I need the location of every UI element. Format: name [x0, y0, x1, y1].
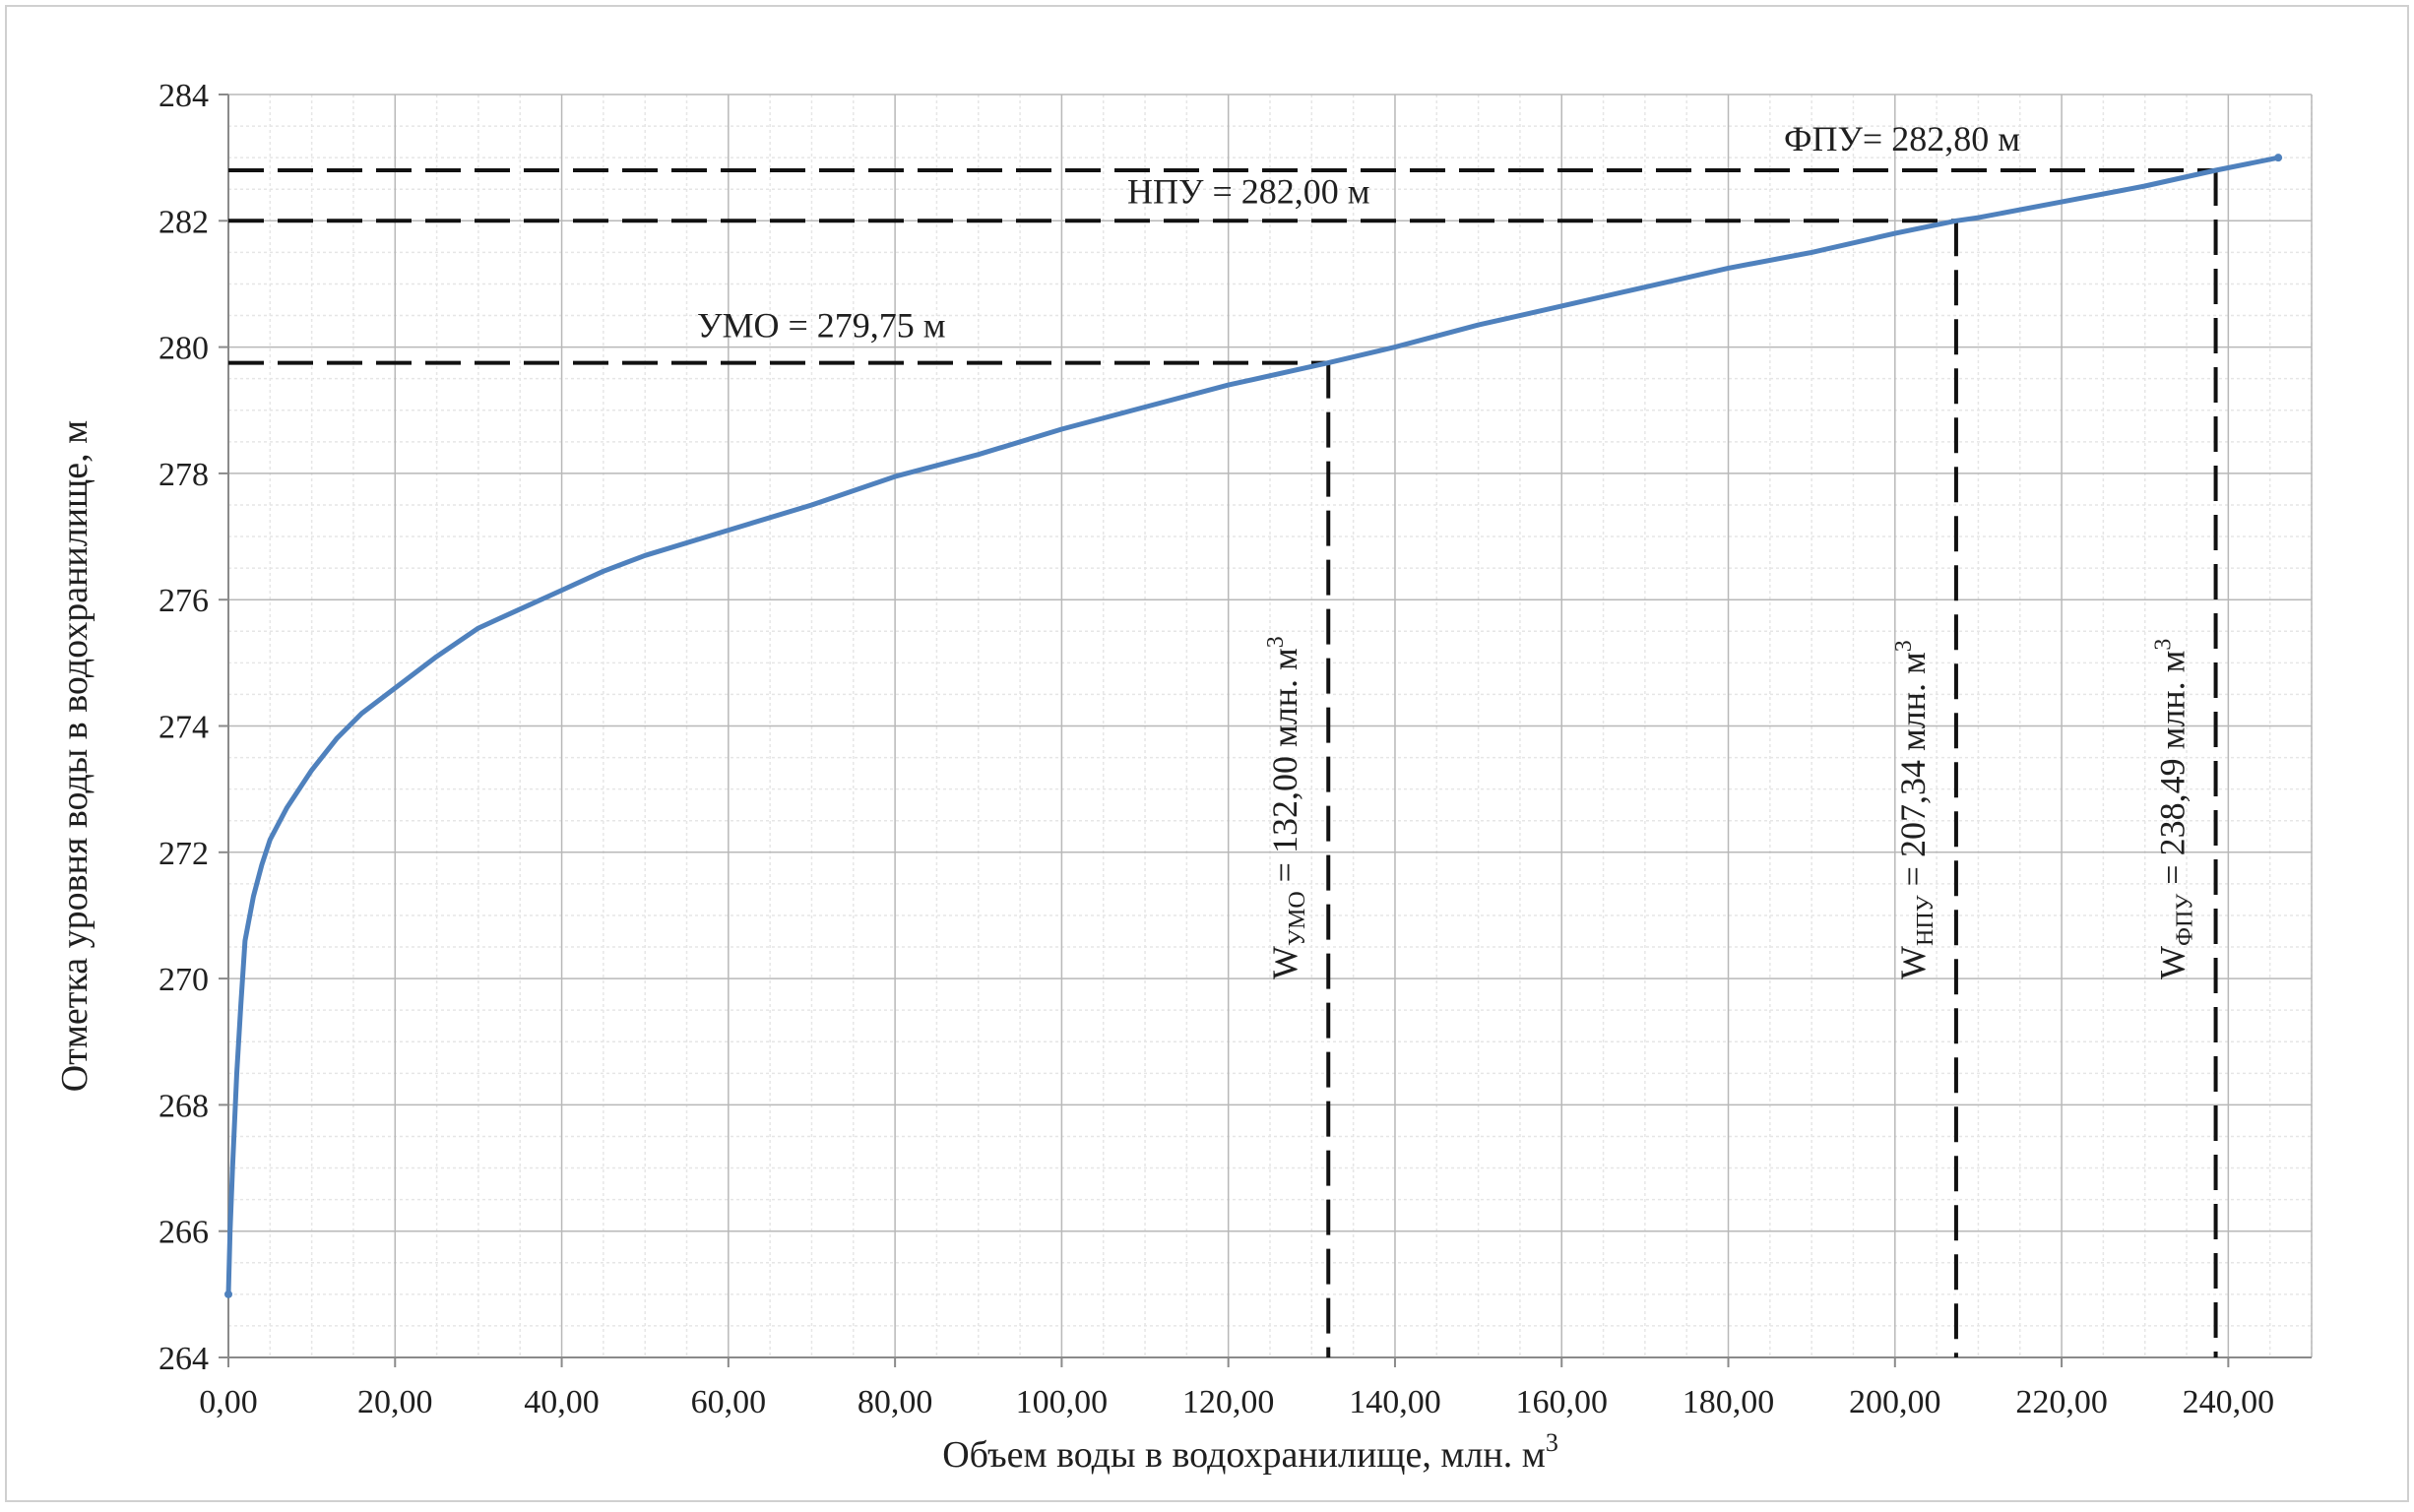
series-line [225, 155, 2281, 1297]
y-tick-label: 268 [159, 1088, 209, 1124]
volume-label-text: = 238,49 млн. м [2153, 651, 2192, 894]
volume-label-sub: УМО [1285, 891, 1310, 946]
y-tick-label: 272 [159, 836, 209, 872]
reference-lines [228, 167, 2218, 1357]
x-tick-label: 0,00 [199, 1384, 258, 1420]
annotation-labels: ФПУ= 282,80 м НПУ = 282,00 м УМО = 279,75 … [697, 119, 2198, 979]
level-label: НПУ = 282,00 м [1127, 171, 1370, 211]
x-tick-label: 120,00 [1182, 1384, 1275, 1420]
volume-label-w: W [1893, 946, 1933, 979]
x-tick-label: 20,00 [357, 1384, 433, 1420]
x-tick-label: 80,00 [858, 1384, 933, 1420]
volume-label-sub: НПУ [1913, 895, 1938, 946]
x-axis-label-text: Объем воды в водохранилище, млн. м [942, 1434, 1546, 1476]
x-axis-label-sup: 3 [1546, 1428, 1558, 1457]
x-tick-label: 100,00 [1016, 1384, 1109, 1420]
level-label: УМО = 279,75 м [697, 306, 946, 346]
x-tick-label: 240,00 [2183, 1384, 2275, 1420]
volume-label-w: W [2153, 946, 2192, 979]
y-tick-label: 280 [159, 331, 209, 367]
y-tick-label: 282 [159, 204, 209, 240]
volume-label-text: = 207,34 млн. м [1893, 652, 1933, 895]
series-point [2274, 154, 2283, 162]
x-axis-label: Объем воды в водохранилище, млн. м3 [942, 1428, 1558, 1476]
volume-label: WФПУ = 238,49 млн. м3 [2151, 639, 2198, 979]
volume-label-sub: ФПУ [2173, 894, 2198, 946]
x-tick-label: 220,00 [2015, 1384, 2108, 1420]
chart-outer-frame [5, 5, 2409, 1502]
volume-label: WУМО = 132,00 млн. м3 [1263, 636, 1310, 979]
y-tick-label: 264 [159, 1341, 209, 1377]
y-tick-label: 278 [159, 457, 209, 493]
series-point [224, 1290, 232, 1298]
x-tick-label: 200,00 [1849, 1384, 1941, 1420]
x-tick-label: 140,00 [1349, 1384, 1441, 1420]
y-tick-label: 270 [159, 962, 209, 998]
x-tick-label: 180,00 [1683, 1384, 1775, 1420]
x-tick-label: 160,00 [1515, 1384, 1608, 1420]
y-axis-label: Отметка уровня воды в водохранилище, м [54, 420, 95, 1092]
volume-label-sup: 3 [1263, 636, 1289, 648]
level-label: ФПУ= 282,80 м [1784, 119, 2020, 158]
axes: 0,00 20,00 40,00 60,00 80,00 100,00 120,00 140,… [159, 78, 2312, 1420]
y-tick-label: 284 [159, 78, 209, 114]
y-tick-label: 266 [159, 1215, 209, 1251]
y-tick-label: 276 [159, 583, 209, 619]
volume-label-text: = 132,00 млн. м [1265, 648, 1304, 891]
series-layer [224, 154, 2283, 1298]
y-tick-label: 274 [159, 710, 209, 746]
x-tick-label: 60,00 [691, 1384, 767, 1420]
x-tick-label: 40,00 [524, 1384, 600, 1420]
volume-label-w: W [1265, 946, 1304, 979]
volume-label: WНПУ = 207,34 млн. м3 [1891, 640, 1938, 979]
volume-label-sup: 3 [2151, 639, 2177, 651]
volume-label-sup: 3 [1891, 640, 1917, 652]
